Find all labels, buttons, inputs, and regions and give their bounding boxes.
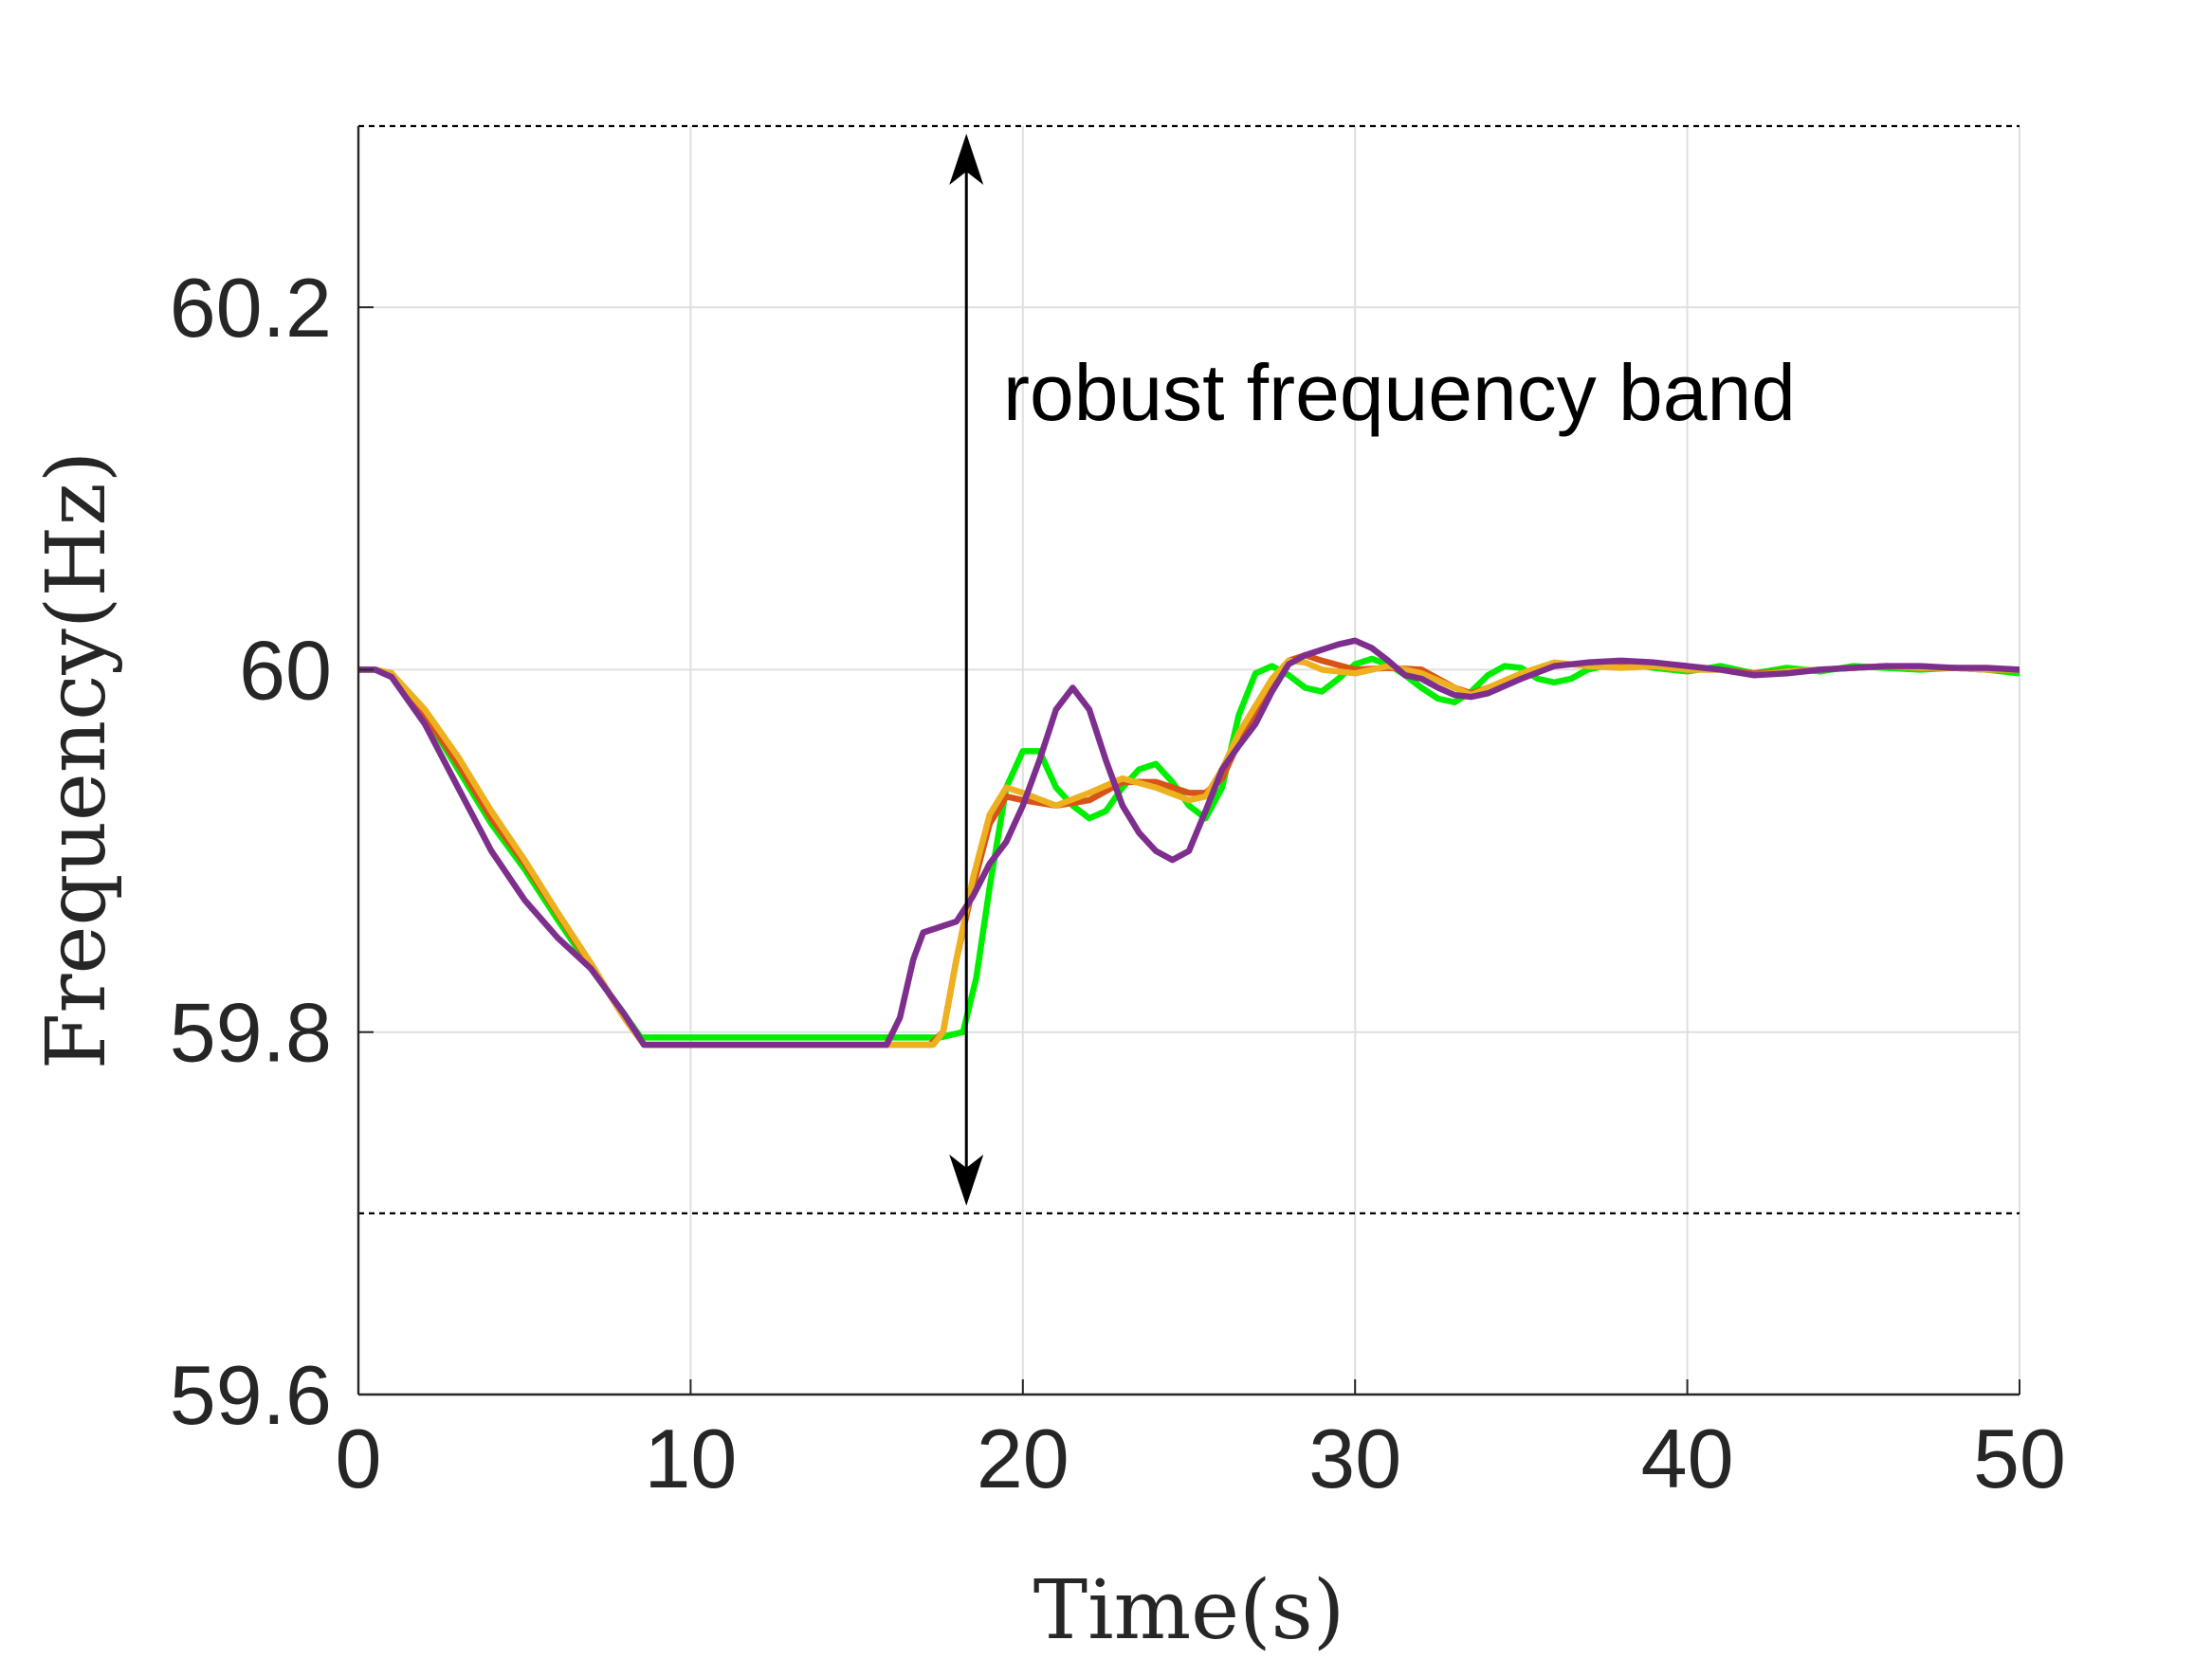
robust-band-lines xyxy=(358,124,2020,1214)
x-tick-label: 50 xyxy=(1973,1412,2066,1505)
y-tick-label: 59.8 xyxy=(170,986,332,1080)
x-tick-label: 30 xyxy=(1308,1412,1401,1505)
y-tick-label: 59.6 xyxy=(170,1348,332,1442)
plot-area xyxy=(358,126,2020,1395)
x-tick-labels: 0 10 20 30 40 50 xyxy=(336,1412,2066,1505)
x-tick-label: 0 xyxy=(336,1412,382,1505)
x-tick-label: 20 xyxy=(977,1412,1069,1505)
series-line-4 xyxy=(358,637,2020,1048)
axes xyxy=(356,126,2020,1396)
y-tick-label: 60 xyxy=(239,623,332,717)
y-axis-title: Frequency(Hz) xyxy=(29,451,124,1070)
x-tick-label: 10 xyxy=(644,1412,737,1505)
y-tick-label: 60.2 xyxy=(170,261,332,355)
band-arrow xyxy=(949,134,984,1206)
series-lines xyxy=(358,637,2020,1048)
arrow-head-down xyxy=(949,1154,984,1206)
x-tick-label: 40 xyxy=(1641,1412,1734,1505)
y-tick-labels: 59.6 59.8 60 60.2 xyxy=(170,261,332,1442)
band-annotation: robust frequency band xyxy=(1003,348,1796,437)
arrow-head-up xyxy=(949,134,984,185)
x-axis-title: Time(s) xyxy=(1033,1563,1345,1658)
